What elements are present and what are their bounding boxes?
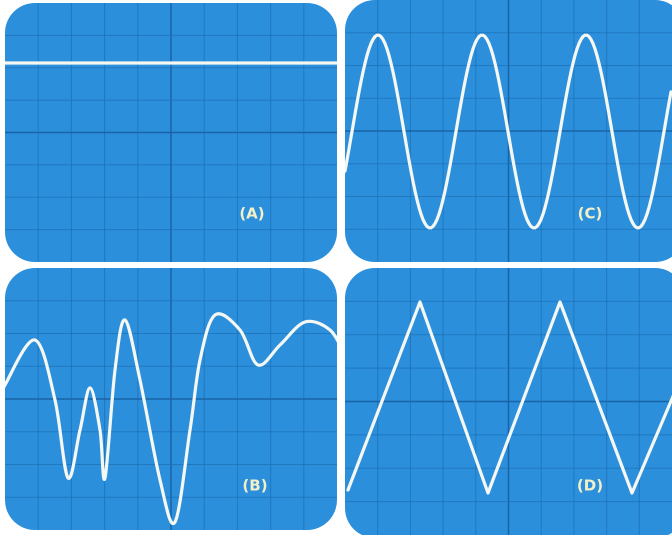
panel-label: (C) [578,205,603,223]
panel-b [0,268,345,530]
panel-label: (B) [242,477,267,495]
panel-d [345,268,672,535]
panel-label: (A) [239,205,264,223]
panel-a [5,3,337,262]
panel-label: (D) [577,477,603,495]
panel-c [345,0,672,262]
oscilloscope-panels: (A) (C) (B) (D) [0,0,672,535]
